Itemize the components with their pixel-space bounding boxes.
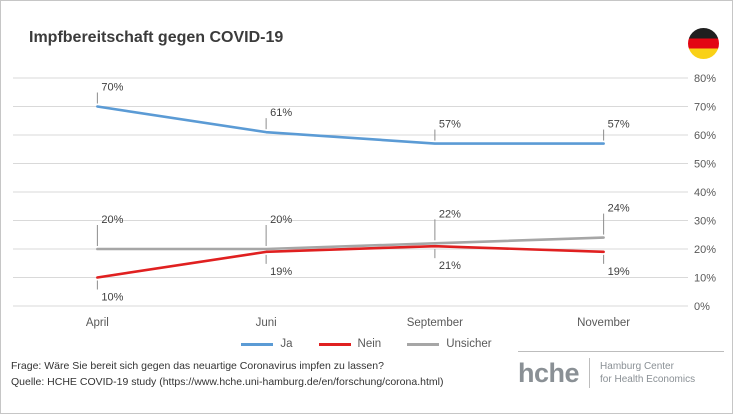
hche-logo-org-name: Hamburg Center for Health Economics	[600, 360, 695, 386]
data-label-ja: 70%	[101, 82, 123, 94]
legend-label-nein: Nein	[357, 338, 382, 350]
data-label-unsicher: 20%	[270, 214, 292, 226]
x-axis-tick-label: Juni	[256, 317, 277, 329]
data-label-ja: 61%	[270, 107, 292, 119]
data-label-unsicher: 20%	[101, 214, 123, 226]
y-axis-tick-label: 10%	[694, 273, 716, 285]
logo-divider	[589, 358, 591, 388]
series-line-unsicher	[96, 236, 605, 251]
y-axis-tick-label: 70%	[694, 102, 716, 114]
hche-logo-wordmark: hche	[518, 357, 580, 388]
legend-label-unsicher: Unsicher	[446, 338, 492, 350]
legend-item-ja: Ja	[241, 338, 293, 350]
y-axis-tick-label: 20%	[694, 244, 716, 256]
chart-legend: Ja Nein Unsicher	[1, 338, 732, 350]
legend-item-nein: Nein	[318, 338, 382, 350]
data-label-nein: 19%	[608, 266, 630, 278]
data-label-unsicher: 24%	[608, 203, 630, 215]
chart-title: Impfbereitschaft gegen COVID-19	[29, 29, 284, 46]
series-line-nein	[96, 244, 605, 279]
legend-label-ja: Ja	[280, 338, 293, 350]
y-axis-tick-label: 0%	[694, 301, 710, 313]
legend-item-unsicher: Unsicher	[407, 338, 492, 350]
y-axis-tick-label: 30%	[694, 216, 716, 228]
data-label-nein: 19%	[270, 266, 292, 278]
data-label-nein: 21%	[439, 260, 461, 272]
logo-org-line1: Hamburg Center	[600, 361, 674, 372]
series-line-ja	[96, 105, 605, 145]
german-flag-icon	[688, 28, 719, 59]
data-label-nein: 10%	[101, 292, 123, 304]
survey-question-text: Frage: Wäre Sie bereit sich gegen das ne…	[11, 360, 384, 372]
hche-logo: hche Hamburg Center for Health Economics	[518, 351, 724, 388]
source-text: Quelle: HCHE COVID-19 study (https://www…	[11, 376, 444, 389]
legend-line-swatch-ja	[241, 342, 274, 346]
y-axis-tick-label: 50%	[694, 159, 716, 171]
y-axis-tick-label: 40%	[694, 187, 716, 199]
x-axis-tick-label: April	[86, 317, 109, 329]
data-label-unsicher: 22%	[439, 208, 461, 220]
legend-line-swatch-unsicher	[407, 342, 440, 346]
legend-line-swatch-nein	[318, 342, 351, 346]
footer-notes: Frage: Wäre Sie bereit sich gegen das ne…	[11, 358, 443, 391]
y-axis-tick-label: 60%	[694, 130, 716, 142]
x-axis-tick-label: November	[577, 317, 630, 329]
line-chart: 0% 10% 20% 30% 40% 50% 60% 70% 80% April Juni Septe…	[13, 73, 716, 329]
data-label-ja: 57%	[439, 119, 461, 131]
x-axis-tick-label: September	[407, 317, 463, 329]
logo-org-line2: for Health Economics	[600, 374, 696, 385]
y-axis-tick-label: 80%	[694, 73, 716, 85]
data-label-ja: 57%	[608, 119, 630, 131]
